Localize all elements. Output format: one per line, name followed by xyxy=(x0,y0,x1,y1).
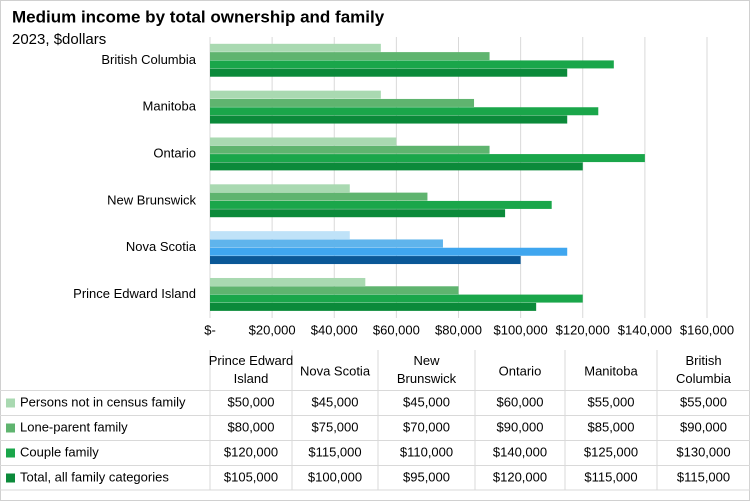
bar xyxy=(210,200,552,209)
bar xyxy=(210,162,583,171)
table-cell: $80,000 xyxy=(228,419,275,434)
table-cell: $95,000 xyxy=(403,469,450,484)
table-header: British Columbia xyxy=(676,353,732,386)
category-label: Prince Edward Island xyxy=(73,286,196,301)
table-header: Prince Edward Island xyxy=(209,353,294,386)
chart-title: Medium income by total ownership and fam… xyxy=(12,7,385,26)
bar xyxy=(210,294,583,303)
table-header: New Brunswick xyxy=(397,353,457,386)
category-label: British Columbia xyxy=(101,52,196,67)
bar xyxy=(210,145,490,154)
table-cell: $125,000 xyxy=(584,444,638,459)
bar xyxy=(210,302,537,311)
x-tick-label: $100,000 xyxy=(494,322,548,337)
table-cell: $100,000 xyxy=(308,469,362,484)
chart-subtitle: 2023, $dollars xyxy=(12,31,106,48)
bar xyxy=(210,43,381,52)
table-cell: $140,000 xyxy=(493,444,547,459)
table-header: Nova Scotia xyxy=(300,363,371,378)
bar xyxy=(210,184,350,193)
bar xyxy=(210,98,475,107)
bar xyxy=(210,231,350,240)
x-tick-label: $- xyxy=(204,322,216,337)
x-tick-label: $60,000 xyxy=(373,322,420,337)
table-header: Ontario xyxy=(499,363,542,378)
table-cell: $115,000 xyxy=(584,469,637,484)
legend-label: Couple family xyxy=(20,444,99,459)
x-tick-label: $80,000 xyxy=(435,322,482,337)
table-header: Manitoba xyxy=(584,363,638,378)
bar xyxy=(210,52,490,61)
table-cell: $130,000 xyxy=(676,444,730,459)
category-label: Nova Scotia xyxy=(126,239,197,254)
table-cell: $45,000 xyxy=(312,394,359,409)
table-cell: $115,000 xyxy=(308,444,361,459)
table-cell: $50,000 xyxy=(228,394,275,409)
x-tick-label: $120,000 xyxy=(556,322,610,337)
bar xyxy=(210,277,366,286)
bar xyxy=(210,192,428,201)
legend-swatch xyxy=(6,448,15,458)
bar xyxy=(210,60,614,69)
bar xyxy=(210,107,599,116)
table-cell: $120,000 xyxy=(493,469,547,484)
x-tick-label: $140,000 xyxy=(618,322,672,337)
table-cell: $75,000 xyxy=(312,419,359,434)
legend-label: Lone-parent family xyxy=(20,419,128,434)
bar xyxy=(210,68,568,77)
category-label: Ontario xyxy=(153,146,196,161)
x-tick-label: $160,000 xyxy=(680,322,734,337)
table-cell: $60,000 xyxy=(497,394,544,409)
legend-label: Total, all family categories xyxy=(20,469,169,484)
table-cell: $45,000 xyxy=(403,394,450,409)
bar xyxy=(210,239,443,248)
legend-swatch xyxy=(6,423,15,433)
bar xyxy=(210,154,645,163)
bar xyxy=(210,90,381,99)
legend-label: Persons not in census family xyxy=(20,394,186,409)
table-cell: $70,000 xyxy=(403,419,450,434)
bar xyxy=(210,286,459,295)
table-cell: $105,000 xyxy=(224,469,278,484)
legend-swatch xyxy=(6,398,15,408)
table-cell: $55,000 xyxy=(588,394,635,409)
bar xyxy=(210,209,506,218)
table-cell: $115,000 xyxy=(677,469,730,484)
bar xyxy=(210,247,568,256)
bar xyxy=(210,137,397,146)
bar xyxy=(210,256,521,265)
legend-swatch xyxy=(6,473,15,483)
x-tick-label: $40,000 xyxy=(311,322,358,337)
x-tick-label: $20,000 xyxy=(249,322,296,337)
table-cell: $120,000 xyxy=(224,444,278,459)
table-cell: $90,000 xyxy=(680,419,727,434)
table-cell: $55,000 xyxy=(680,394,727,409)
category-label: Manitoba xyxy=(143,99,197,114)
bar xyxy=(210,115,568,124)
table-cell: $110,000 xyxy=(400,444,453,459)
table-cell: $85,000 xyxy=(588,419,635,434)
table-cell: $90,000 xyxy=(497,419,544,434)
category-label: New Brunswick xyxy=(107,192,196,207)
